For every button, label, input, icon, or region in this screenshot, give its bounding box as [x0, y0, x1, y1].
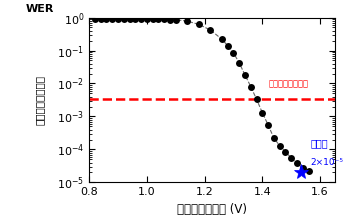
X-axis label: パルス電圧強度 (V): パルス電圧強度 (V) — [177, 203, 247, 216]
Text: これまでの報告値: これまでの報告値 — [268, 80, 308, 89]
Text: WER: WER — [26, 4, 54, 14]
Text: 本成果: 本成果 — [310, 139, 328, 149]
Text: 書き込みエラー率: 書き込みエラー率 — [35, 75, 45, 125]
Text: 2×10⁻⁵: 2×10⁻⁵ — [310, 158, 343, 167]
